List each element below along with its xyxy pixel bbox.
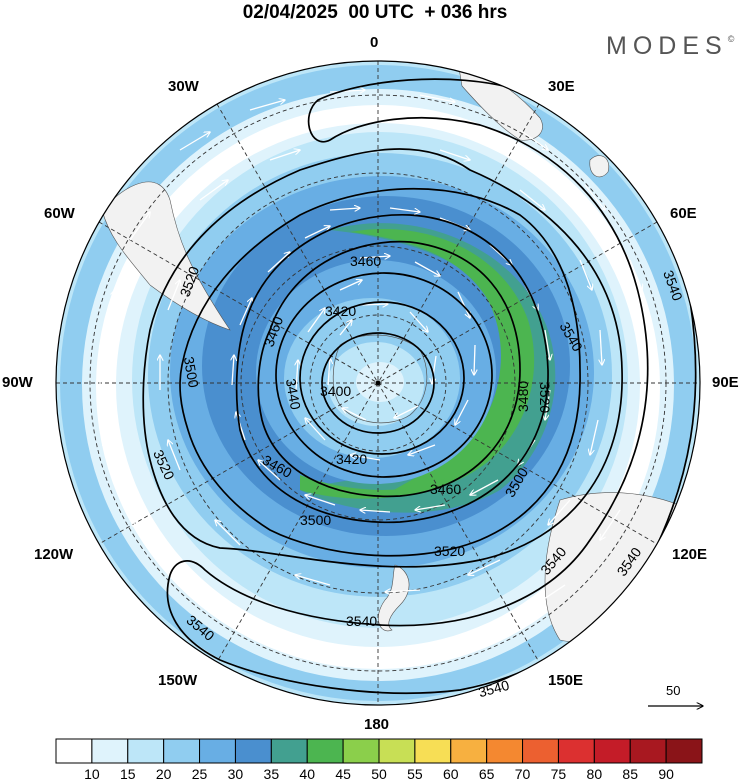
colorbar-tick-label: 45 xyxy=(335,766,351,782)
copyright-mark: © xyxy=(727,34,735,44)
colorbar-swatch xyxy=(593,738,631,764)
contour-label: 3500 xyxy=(300,512,331,528)
contour-label: 3440 xyxy=(283,377,304,411)
contour-label: 3460 xyxy=(430,481,461,497)
contour-label: 3420 xyxy=(336,451,367,467)
contour-label: 3500 xyxy=(181,355,202,389)
lon-label-0: 0 xyxy=(370,34,379,51)
antarctica-coast xyxy=(332,334,428,424)
colorbar-tick-label: 15 xyxy=(119,766,136,782)
colorbar-tick-label: 55 xyxy=(407,766,423,782)
lon-label-180: 180 xyxy=(364,716,390,733)
colorbar-swatch xyxy=(378,738,416,764)
lon-label-60w: 60W xyxy=(44,205,75,222)
colorbar-swatch xyxy=(270,738,308,764)
lon-label-30w: 30W xyxy=(168,78,199,95)
lon-label-150e: 150E xyxy=(548,672,584,689)
colorbar-tick-label: 85 xyxy=(622,766,638,782)
colorbar-tick-label: 80 xyxy=(586,766,603,782)
colorbar-swatch xyxy=(199,738,236,764)
contour-label: 3420 xyxy=(325,303,356,319)
colorbar-swatch xyxy=(629,738,667,764)
brand-name: MODES xyxy=(606,32,728,60)
contour-label: 3540 xyxy=(477,677,511,701)
colorbar-swatch xyxy=(55,738,93,764)
south-america-landmass xyxy=(101,181,231,331)
colorbar-tick-label: 70 xyxy=(514,766,531,782)
wind-vectors xyxy=(80,90,660,681)
modes-logo: MODES© xyxy=(606,32,734,61)
chart-title: 02/04/2025 00 UTC + 036 hrs xyxy=(242,2,508,23)
colorbar-swatch xyxy=(414,738,452,764)
colorbar-swatch xyxy=(486,738,524,764)
jet-core-band xyxy=(350,229,535,498)
colorbar-swatch xyxy=(450,738,488,764)
lon-label-120e: 120E xyxy=(672,546,708,563)
map-border xyxy=(55,60,701,706)
contour-label: 3540 xyxy=(346,613,377,629)
colorbar-swatch xyxy=(163,738,201,764)
colorbar-swatch xyxy=(665,738,703,764)
colorbar-tick-label: 10 xyxy=(84,766,100,782)
colorbar-swatch xyxy=(91,738,129,764)
colorbar-tick-label: 40 xyxy=(299,766,315,782)
colorbar-tick-label: 90 xyxy=(658,766,674,782)
lon-label-150w: 150W xyxy=(158,672,198,689)
contour-label: 3520 xyxy=(434,543,465,559)
madagascar-landmass xyxy=(589,155,610,178)
colorbar-swatch xyxy=(342,738,380,764)
lon-label-90e: 90E xyxy=(712,374,739,391)
colorbar-swatch xyxy=(557,738,595,764)
lon-label-120w: 120W xyxy=(34,546,74,563)
colorbar-tick-label: 75 xyxy=(550,766,567,782)
wind-reference-label: 50 xyxy=(666,683,681,698)
south-pole-marker xyxy=(375,380,381,386)
colorbar-tick-label: 30 xyxy=(227,766,244,782)
colorbar-tick-label: 20 xyxy=(155,766,172,782)
colorbar-tick-label: 60 xyxy=(442,766,459,782)
contour-label: 3460 xyxy=(350,253,381,269)
lon-label-60e: 60E xyxy=(670,205,697,222)
colorbar-tick-label: 35 xyxy=(263,766,280,782)
lon-label-90w: 90W xyxy=(2,374,33,391)
colorbar xyxy=(55,738,703,764)
contour-label: 3520 xyxy=(537,382,553,413)
lon-label-30e: 30E xyxy=(548,78,575,95)
colorbar-tick-label: 50 xyxy=(371,766,387,782)
colorbar-swatch xyxy=(522,738,559,764)
colorbar-tick-label: 65 xyxy=(478,766,495,782)
colorbar-tick-label: 25 xyxy=(191,766,208,782)
colorbar-swatch xyxy=(127,738,165,764)
contour-label: 3400 xyxy=(320,383,351,399)
contour-label: 3480 xyxy=(515,381,531,412)
colorbar-swatch xyxy=(306,738,344,764)
colorbar-swatch xyxy=(234,738,272,764)
jet-core-band xyxy=(300,475,445,499)
